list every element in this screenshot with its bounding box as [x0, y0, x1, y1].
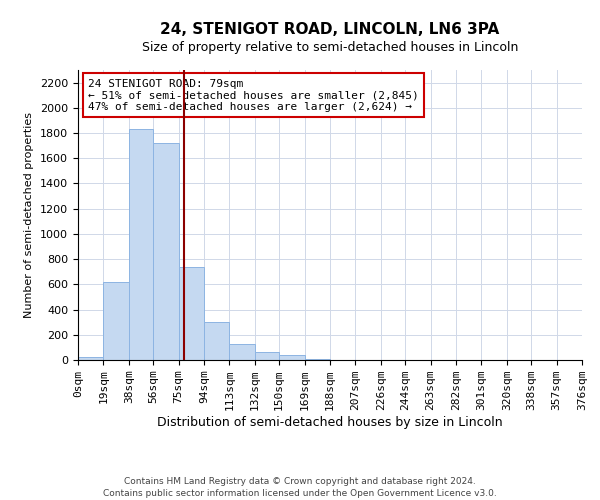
Bar	[103, 282, 129, 360]
Y-axis label: Number of semi-detached properties: Number of semi-detached properties	[25, 112, 34, 318]
Text: 24 STENIGOT ROAD: 79sqm
← 51% of semi-detached houses are smaller (2,845)
47% of: 24 STENIGOT ROAD: 79sqm ← 51% of semi-de…	[88, 78, 419, 112]
Text: Size of property relative to semi-detached houses in Lincoln: Size of property relative to semi-detach…	[142, 41, 518, 54]
Bar	[204, 322, 229, 360]
Bar	[179, 266, 204, 360]
Bar	[129, 130, 153, 360]
Bar	[229, 344, 255, 360]
Bar	[78, 357, 103, 360]
Text: 24, STENIGOT ROAD, LINCOLN, LN6 3PA: 24, STENIGOT ROAD, LINCOLN, LN6 3PA	[160, 22, 500, 38]
Bar	[279, 355, 305, 360]
X-axis label: Distribution of semi-detached houses by size in Lincoln: Distribution of semi-detached houses by …	[157, 416, 503, 429]
Text: Contains HM Land Registry data © Crown copyright and database right 2024.
Contai: Contains HM Land Registry data © Crown c…	[103, 476, 497, 498]
Bar	[153, 143, 179, 360]
Bar	[255, 352, 279, 360]
